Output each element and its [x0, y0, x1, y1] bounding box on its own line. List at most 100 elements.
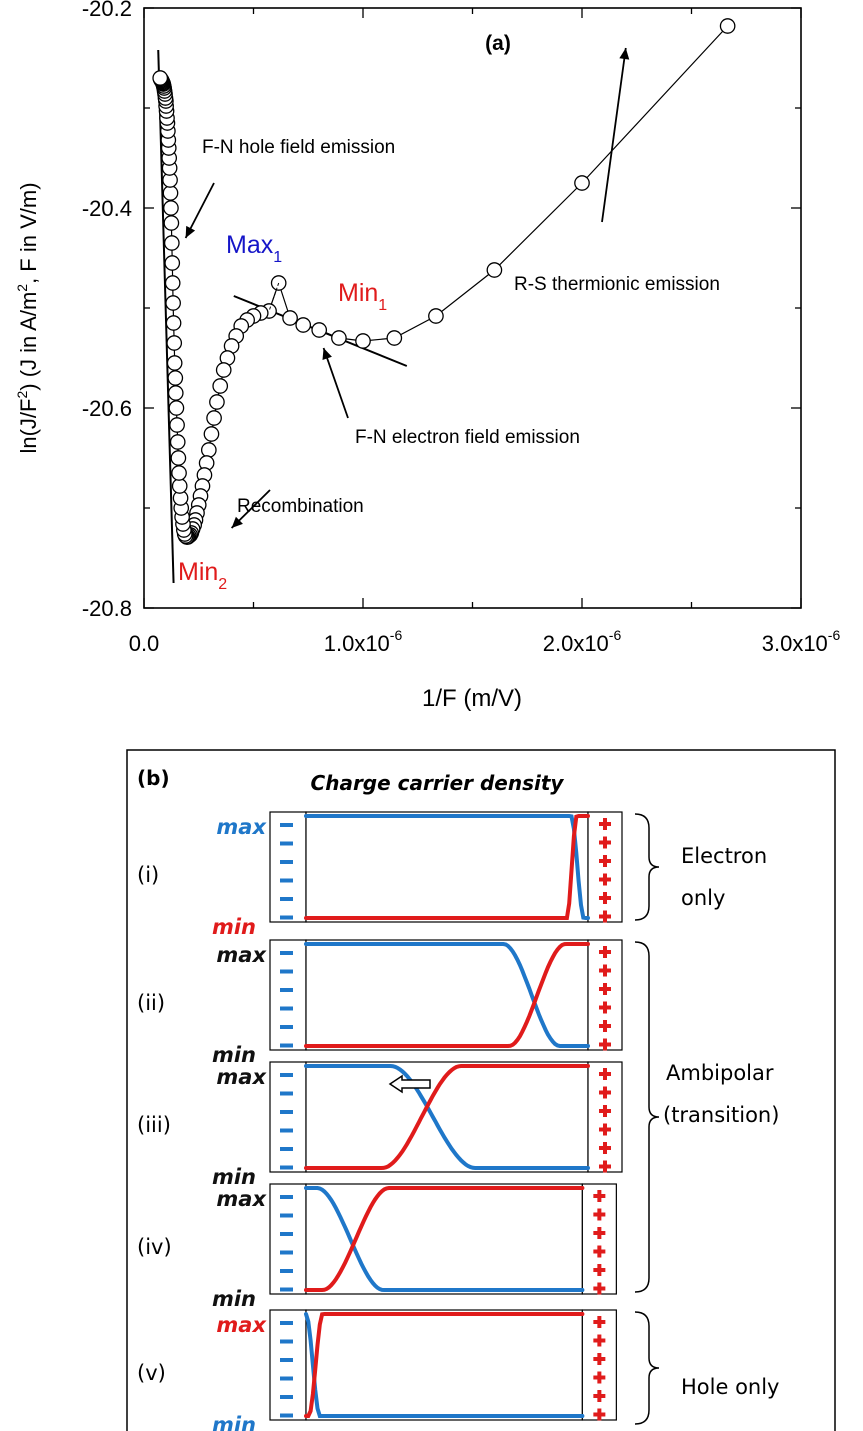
- data-point: [355, 333, 371, 349]
- minus-sign: [280, 878, 293, 883]
- label-min1: Min1: [338, 279, 387, 314]
- minus-sign: [280, 1110, 293, 1114]
- plus-sign-v: [597, 1390, 602, 1402]
- data-point: [152, 70, 169, 86]
- plus-sign-v: [603, 1086, 607, 1099]
- data-point: [282, 310, 298, 326]
- data-point: [171, 465, 187, 481]
- shift-arrow: [388, 1074, 431, 1094]
- x-tick-labels: 0.0 1.0x10-6 2.0x10-6 3.0x10-6: [129, 627, 841, 656]
- data-point: [574, 175, 590, 191]
- minus-sign: [280, 1025, 293, 1029]
- panel-b-frame: [126, 749, 836, 1431]
- group-ambipolar-line1: Ambipolar: [666, 1061, 774, 1085]
- group-ambipolar-line2: (transition): [663, 1103, 779, 1127]
- minus-sign: [280, 951, 293, 955]
- channel-box: [305, 1183, 583, 1295]
- group-electron-line2: only: [681, 886, 725, 910]
- data-point: [168, 400, 185, 416]
- plus-sign-v: [603, 1105, 607, 1117]
- data-point: [386, 330, 403, 346]
- minus-sign: [280, 897, 293, 901]
- annotation-fn-electron: F-N electron field emission: [355, 427, 580, 448]
- data-point: [165, 295, 181, 311]
- minus-sign: [280, 1213, 293, 1218]
- channel-box: [305, 1309, 583, 1421]
- hole-density-curve: [304, 1186, 585, 1292]
- plus-sign-v: [603, 1001, 607, 1014]
- axis-ticks: [143, 7, 802, 609]
- annotation-arrows: [184, 47, 630, 529]
- data-point: [163, 235, 180, 251]
- data-point: [171, 478, 188, 494]
- data-point: [719, 18, 736, 34]
- minus-sign: [280, 1287, 293, 1292]
- y-tick-label: -20.8: [82, 596, 132, 621]
- hole-density-curve: [304, 814, 590, 920]
- plus-sign-v: [597, 1227, 602, 1239]
- max-label: max: [216, 1065, 267, 1089]
- minus-sign: [280, 1376, 293, 1381]
- minus-sign: [280, 969, 293, 974]
- min-label: min: [212, 1165, 256, 1189]
- data-point: [215, 362, 232, 378]
- plus-sign-v: [597, 1264, 602, 1276]
- panel-b-diagram: (b) Charge carrier density maxmin(i)maxm…: [126, 749, 836, 1431]
- data-point: [212, 378, 229, 394]
- x-axis-label: 1/F (m/V): [422, 685, 522, 712]
- arrow-head: [322, 348, 332, 361]
- data-point: [169, 417, 185, 433]
- minus-sign: [280, 1232, 293, 1236]
- plus-sign-v: [597, 1245, 602, 1258]
- plus-sign-v: [603, 1123, 607, 1136]
- cathode-box: [269, 1309, 307, 1421]
- data-series: [152, 18, 736, 545]
- plus-sign-v: [603, 873, 607, 886]
- density-row: max min (iii): [137, 1061, 623, 1189]
- arrow-shaft: [322, 347, 349, 419]
- minus-sign: [280, 1339, 293, 1344]
- data-point: [203, 426, 220, 442]
- electron-density-curve: [304, 1064, 590, 1170]
- x-tick-label: 1.0x10-6: [324, 627, 403, 656]
- group-hole-line1: Hole only: [681, 1375, 780, 1399]
- cathode-box: [269, 811, 307, 923]
- data-point: [163, 215, 180, 231]
- panel-b-label: (b): [137, 766, 170, 790]
- minus-sign: [280, 841, 293, 846]
- minus-sign: [280, 1006, 293, 1011]
- minus-sign: [280, 915, 293, 920]
- density-row: max min (ii): [137, 939, 623, 1067]
- data-point: [311, 322, 328, 338]
- data-point: [166, 335, 183, 351]
- minus-sign: [280, 860, 293, 864]
- minus-sign: [280, 988, 293, 992]
- max-label: max: [216, 1187, 267, 1211]
- plus-sign-v: [597, 1208, 602, 1221]
- row-roman-numeral: (ii): [137, 991, 165, 1015]
- minus-sign: [280, 823, 293, 827]
- minus-sign: [280, 1195, 293, 1199]
- minus-sign: [280, 1128, 293, 1133]
- plus-sign-v: [603, 946, 607, 958]
- cathode-box: [269, 1183, 307, 1295]
- data-point: [200, 442, 217, 458]
- min-label: min: [212, 915, 256, 939]
- arrow-shaft: [601, 47, 627, 223]
- plus-sign-v: [603, 983, 607, 995]
- plus-sign-v: [603, 1038, 607, 1051]
- data-point: [167, 385, 184, 401]
- data-point: [486, 262, 503, 278]
- y-axis-label: ln(J/F2) (J in A/m2, F in V/m): [14, 182, 41, 453]
- data-point: [295, 317, 312, 333]
- data-point: [428, 308, 444, 324]
- plus-sign-v: [603, 836, 607, 849]
- channel-box: [305, 811, 589, 923]
- data-point: [162, 185, 179, 201]
- density-row: max min (v): [137, 1309, 617, 1431]
- label-min2: Min2: [178, 558, 227, 593]
- data-point: [164, 255, 181, 271]
- plus-sign-v: [597, 1316, 602, 1328]
- plus-sign-v: [603, 1142, 607, 1154]
- row-roman-numeral: (i): [137, 863, 159, 887]
